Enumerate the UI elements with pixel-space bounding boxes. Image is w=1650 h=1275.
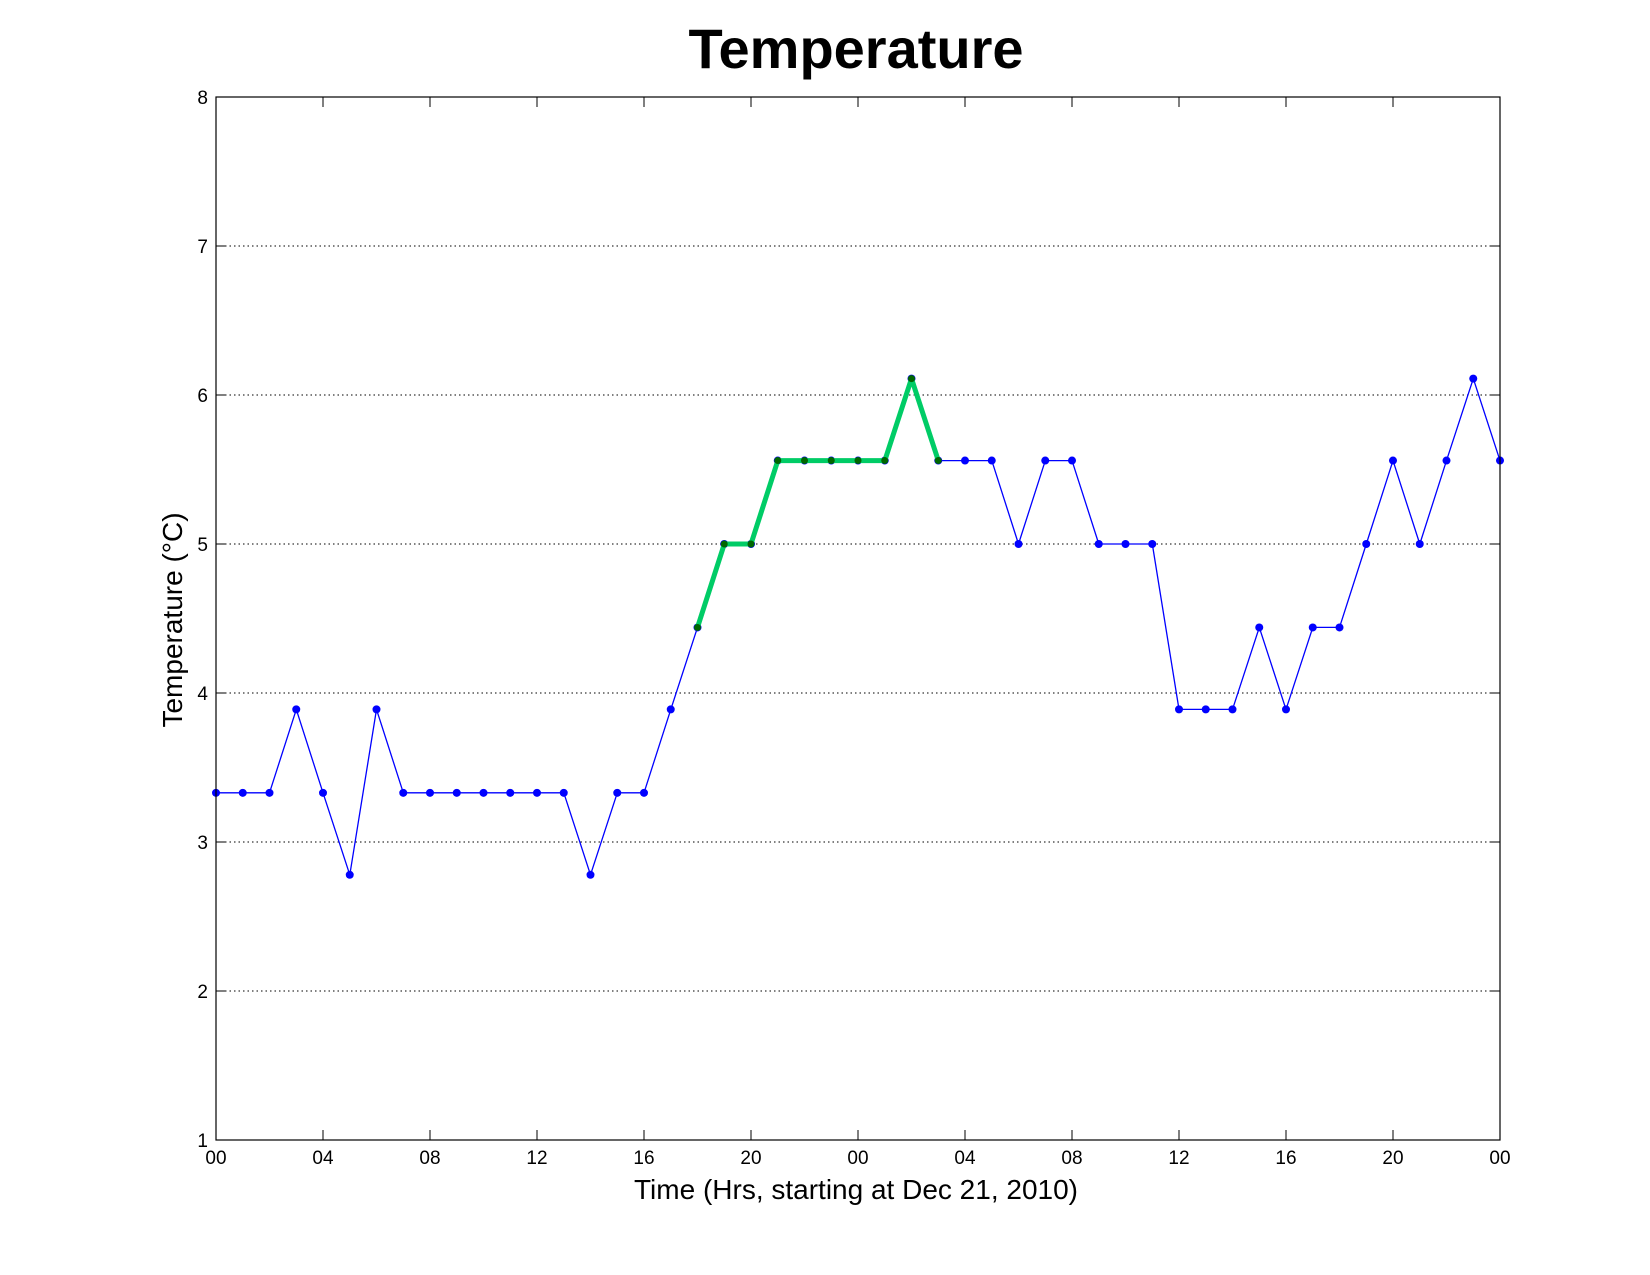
highlight-data-point — [747, 540, 755, 548]
x-tick-label: 08 — [1061, 1148, 1082, 1169]
data-point — [1041, 456, 1050, 465]
highlight-data-point — [934, 457, 942, 465]
x-tick-label: 20 — [740, 1148, 761, 1169]
data-point — [1335, 623, 1344, 632]
data-point — [452, 788, 461, 797]
data-point — [533, 788, 541, 797]
data-point — [1094, 540, 1103, 548]
y-tick-label: 4 — [197, 684, 208, 705]
highlight-data-point — [694, 623, 701, 631]
x-tick-label: 12 — [526, 1148, 547, 1169]
y-tick-label: 5 — [197, 535, 208, 556]
y-tick-label: 8 — [197, 88, 208, 109]
x-tick-label: 00 — [847, 1148, 868, 1169]
data-point — [613, 788, 622, 797]
data-point — [399, 788, 408, 797]
data-point — [961, 456, 969, 465]
data-point — [345, 870, 354, 879]
highlight-data-point — [908, 375, 915, 383]
x-tick-label: 12 — [1168, 1148, 1189, 1169]
data-point — [292, 705, 301, 714]
data-point — [1255, 623, 1264, 632]
y-tick-label: 7 — [197, 237, 208, 258]
x-tick-label: 00 — [205, 1148, 226, 1169]
chart-title: Temperature — [688, 17, 1023, 80]
x-tick-label: 20 — [1382, 1148, 1403, 1169]
series-line-main — [216, 377, 1501, 876]
x-tick-label: 08 — [419, 1148, 440, 1169]
highlight-data-point — [854, 457, 862, 465]
data-point — [372, 705, 381, 714]
data-point — [506, 788, 515, 797]
plot-frame — [215, 96, 1501, 1141]
y-tick-label: 2 — [197, 982, 208, 1003]
data-point — [1121, 540, 1130, 548]
y-axis-label: Temperature (°C) — [157, 512, 188, 727]
data-point — [666, 705, 675, 714]
series-layer — [212, 374, 1504, 879]
data-point — [1201, 705, 1210, 714]
y-tick-label: 6 — [197, 386, 208, 407]
series-line-highlight — [695, 376, 941, 629]
data-point — [238, 788, 247, 797]
data-point — [1014, 540, 1023, 548]
y-tick-label: 1 — [197, 1131, 208, 1152]
highlight-data-point — [801, 457, 808, 465]
x-tick-label: 16 — [633, 1148, 654, 1169]
highlight-data-point — [720, 540, 728, 548]
data-point — [1282, 705, 1290, 714]
data-point — [1469, 374, 1478, 383]
x-axis-label: Time (Hrs, starting at Dec 21, 2010) — [634, 1174, 1078, 1205]
data-point — [1389, 456, 1397, 465]
data-point — [1415, 540, 1424, 548]
data-point — [426, 788, 434, 797]
data-point — [1308, 623, 1317, 632]
x-tick-label: 04 — [312, 1148, 334, 1169]
x-tick-label: 16 — [1275, 1148, 1296, 1169]
data-point — [640, 788, 648, 797]
data-point — [586, 870, 595, 879]
data-point — [1228, 705, 1237, 714]
highlight-data-point — [827, 457, 835, 465]
data-point — [1362, 540, 1371, 548]
data-point — [559, 788, 568, 797]
highlight-data-point — [881, 457, 889, 465]
data-point — [1148, 540, 1157, 548]
data-point — [1442, 456, 1451, 465]
data-point — [987, 456, 996, 465]
grid-lines — [216, 245, 1500, 992]
highlight-data-point — [774, 457, 782, 465]
x-tick-label: 04 — [954, 1148, 976, 1169]
y-tick-label: 3 — [197, 833, 208, 854]
data-point — [1175, 705, 1183, 714]
data-point — [1068, 456, 1076, 465]
data-point — [319, 788, 327, 797]
x-tick-label: 00 — [1489, 1148, 1510, 1169]
data-point — [265, 788, 274, 797]
data-point — [479, 788, 488, 797]
